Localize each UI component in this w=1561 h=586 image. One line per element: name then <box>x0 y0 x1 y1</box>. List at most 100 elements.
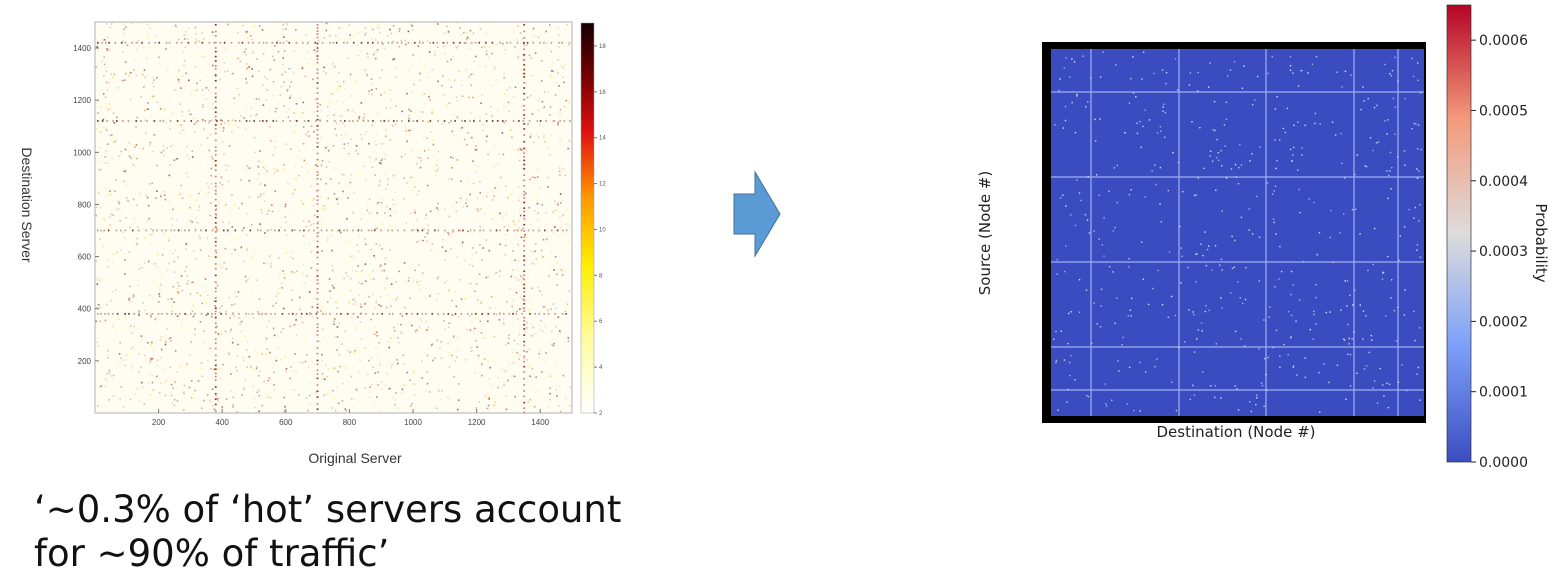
left-heatmap-cell <box>313 214 316 217</box>
left-hot-row-cell <box>216 120 218 122</box>
right-heatmap-cell <box>1362 86 1364 88</box>
left-hot-row-cell <box>558 41 560 44</box>
left-heatmap-cell <box>472 218 475 220</box>
right-heatmap-cells <box>1053 51 1422 413</box>
caption-line-1: ‘~0.3% of ‘hot’ servers account <box>34 488 622 531</box>
left-hot-column-cell <box>214 300 217 303</box>
left-hot-column-cell <box>523 59 526 61</box>
left-heatmap-cell <box>295 124 297 127</box>
left-hot-row-cell <box>168 41 171 44</box>
right-heatmap-cell <box>1144 196 1146 198</box>
left-heatmap-cell <box>308 314 310 316</box>
left-heatmap-cell <box>316 318 319 321</box>
left-heatmap-cell <box>352 299 355 301</box>
left-heatmap-cell <box>147 108 149 110</box>
left-heatmap-cell <box>514 223 516 226</box>
left-heatmap-cell <box>239 60 242 63</box>
left-heatmap-cell <box>565 223 568 226</box>
left-heatmap-cell <box>107 350 109 352</box>
left-heatmap-cell <box>477 356 480 358</box>
left-heatmap-cell <box>380 264 382 266</box>
left-heatmap-cell <box>490 218 493 220</box>
left-heatmap-cell <box>124 169 127 172</box>
left-heatmap-cell <box>539 310 542 312</box>
left-heatmap-cell <box>170 394 173 397</box>
left-heatmap-cell <box>350 138 352 140</box>
left-heatmap-cell <box>440 341 443 343</box>
left-hot-row-cell <box>485 120 488 122</box>
left-hot-row-cell <box>559 120 561 122</box>
left-heatmap-cell <box>124 259 126 261</box>
left-heatmap-cell <box>305 133 308 136</box>
right-heatmap-cell <box>1365 315 1367 317</box>
left-heatmap-cell <box>120 150 123 153</box>
left-heatmap-cell <box>429 210 432 213</box>
left-heatmap-cell <box>133 218 135 220</box>
right-heatmap-cell <box>1248 229 1250 231</box>
left-heatmap-cell <box>379 363 381 366</box>
left-heatmap-cell <box>244 378 247 381</box>
left-hot-row-cell <box>231 312 234 315</box>
left-heatmap-cell <box>303 339 306 342</box>
left-hot-row-cell <box>302 41 304 44</box>
left-heatmap-cell <box>271 228 274 230</box>
right-heatmap-cell <box>1189 72 1192 74</box>
left-heatmap-cell <box>321 250 323 252</box>
left-hot-row-cell <box>499 229 501 232</box>
left-heatmap-cell <box>479 320 482 323</box>
right-heatmap-cell <box>1193 394 1196 396</box>
left-heatmap-cell <box>453 79 456 81</box>
left-heatmap-cell <box>341 101 344 104</box>
left-heatmap-cell <box>463 186 466 189</box>
right-heatmap-cell <box>1224 145 1226 147</box>
left-heatmap-cell <box>122 231 124 234</box>
left-heatmap-cell <box>108 134 111 137</box>
left-heatmap-cell <box>446 104 449 107</box>
left-heatmap-cell <box>411 42 413 45</box>
left-hot-row-cell <box>360 229 363 232</box>
left-heatmap-cell <box>558 385 561 388</box>
right-heatmap-cell <box>1292 366 1295 368</box>
left-heatmap-cell <box>214 314 216 317</box>
left-heatmap-cell <box>405 222 407 224</box>
right-heatmap-cell <box>1206 248 1209 251</box>
left-hot-row-cell <box>392 120 395 122</box>
left-heatmap-cell <box>255 367 258 370</box>
left-heatmap-cell <box>553 112 555 114</box>
right-heatmap-cell <box>1336 71 1338 73</box>
left-heatmap-cell <box>524 55 526 58</box>
left-hot-row-cell <box>105 41 107 44</box>
left-hot-row-cell <box>563 120 566 122</box>
right-heatmap-cell <box>1279 355 1281 357</box>
left-y-tick-label: 200 <box>78 357 92 366</box>
left-heatmap-cell <box>444 259 446 261</box>
left-heatmap-cell <box>118 202 121 205</box>
left-heatmap-cell <box>261 298 263 301</box>
left-heatmap-cell <box>194 89 197 92</box>
left-heatmap-cell <box>152 115 155 118</box>
left-heatmap-cell <box>213 161 216 163</box>
left-heatmap-cell <box>518 227 520 229</box>
left-heatmap-cell <box>147 204 150 207</box>
left-heatmap-cell <box>559 268 562 270</box>
left-heatmap-cell <box>155 375 158 378</box>
left-heatmap-cell <box>469 193 471 196</box>
right-heatmap-cell <box>1136 122 1138 124</box>
left-heatmap-cell <box>295 334 298 337</box>
left-heatmap-cell <box>104 319 107 322</box>
left-heatmap-cell <box>284 205 287 208</box>
left-heatmap-cell <box>226 70 229 72</box>
left-heatmap-cell <box>190 93 193 96</box>
left-heatmap-cell <box>490 385 492 388</box>
left-heatmap-cell <box>146 32 149 35</box>
left-hot-row-cell <box>291 312 294 315</box>
left-heatmap-cell <box>354 349 356 352</box>
left-heatmap-cell <box>336 229 339 232</box>
left-hot-row-cell <box>408 120 410 122</box>
left-heatmap-cell <box>509 204 511 207</box>
left-hot-row-cell <box>473 229 476 232</box>
left-heatmap-cell <box>484 160 487 162</box>
left-heatmap-cell <box>258 156 261 159</box>
left-heatmap-cell <box>489 151 491 154</box>
right-heatmap-cell <box>1360 108 1362 111</box>
